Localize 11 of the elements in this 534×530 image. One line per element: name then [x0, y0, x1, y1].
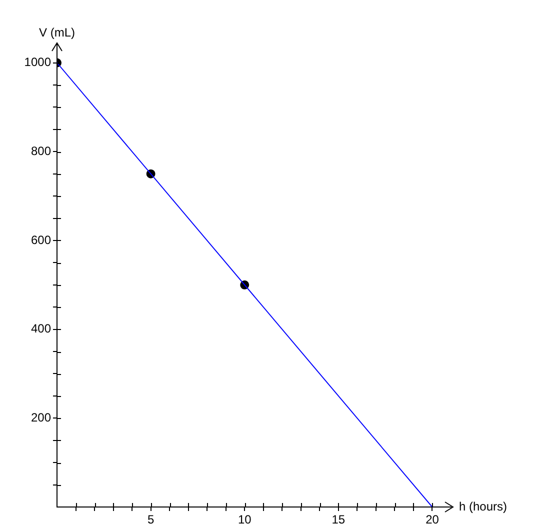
x-tick-label: 20: [426, 512, 440, 527]
y-tick-label: 1000: [24, 55, 52, 70]
x-axis-title: h (hours): [459, 499, 508, 514]
y-tick-label: 400: [30, 322, 52, 336]
y-tick-label: 800: [30, 144, 52, 158]
x-tick-label: 5: [147, 512, 154, 527]
y-tick-label: 200: [30, 410, 52, 424]
x-tick-label: 15: [332, 512, 346, 527]
y-tick-label: 600: [30, 232, 52, 247]
x-tick-label: 10: [238, 512, 252, 527]
y-axis-title: V (mL): [39, 25, 76, 40]
